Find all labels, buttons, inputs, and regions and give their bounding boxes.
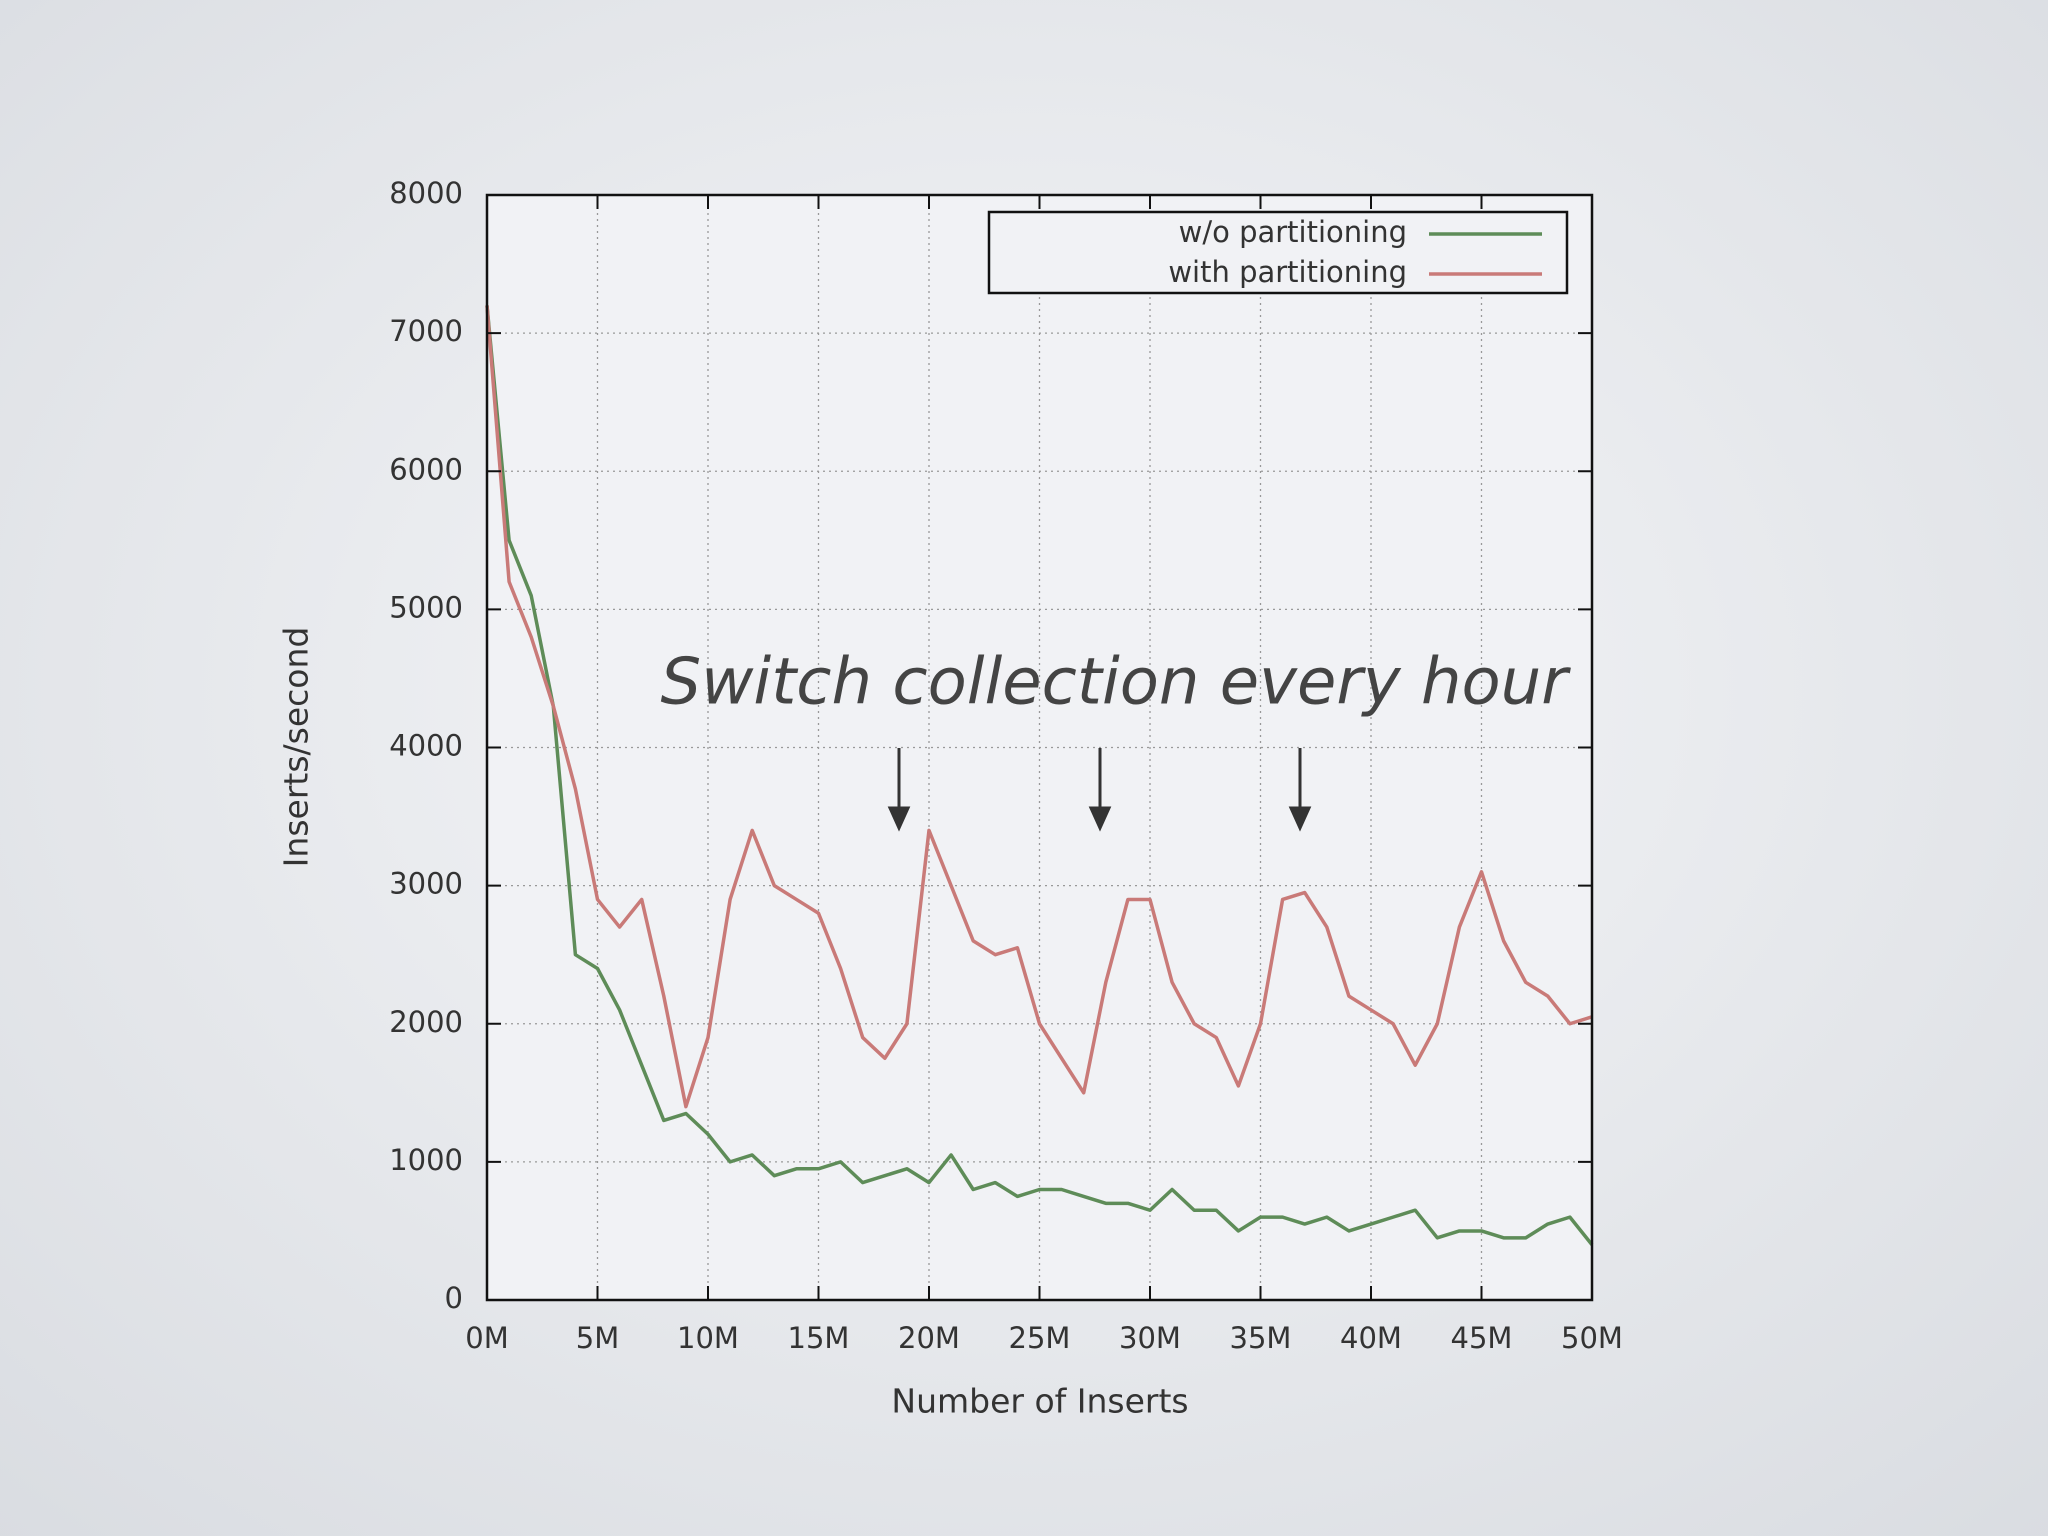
y-tick-label: 1000 (389, 1143, 463, 1177)
annotation: Switch collection every hour (660, 646, 1571, 720)
y-tick-label: 6000 (389, 452, 463, 486)
x-tick-label: 30M (1119, 1321, 1181, 1355)
x-tick-label: 45M (1451, 1321, 1513, 1355)
y-tick-label: 5000 (389, 590, 463, 624)
y-axis-label: Inserts/second (277, 627, 316, 868)
x-tick-label: 20M (898, 1321, 960, 1355)
y-tick-label: 7000 (389, 314, 463, 348)
x-tick-label: 40M (1340, 1321, 1402, 1355)
y-tick-label: 2000 (389, 1005, 463, 1039)
arrow-head (887, 806, 911, 832)
y-tick-label: 0 (445, 1281, 463, 1315)
legend-box (987, 210, 1569, 295)
series-line (485, 305, 1593, 1109)
x-tick-label: 15M (788, 1321, 850, 1355)
arrows (887, 748, 1312, 832)
series-line (485, 305, 1594, 1246)
y-tick-label: 4000 (389, 729, 463, 763)
x-tick-label: 35M (1230, 1321, 1292, 1355)
x-tick-label: 50M (1561, 1321, 1623, 1355)
y-tick-label: 3000 (389, 867, 463, 901)
arrow-head (1288, 806, 1312, 832)
legend-label: w/o partitioning (1179, 215, 1407, 249)
x-axis-label: Number of Inserts (891, 1382, 1188, 1421)
y-tick-label: 8000 (389, 176, 463, 210)
x-tick-label: 0M (465, 1321, 508, 1355)
legend-label: with partitioning (1168, 255, 1407, 289)
x-tick-label: 5M (576, 1321, 619, 1355)
arrow-head (1088, 806, 1112, 832)
x-tick-label: 10M (677, 1321, 739, 1355)
x-tick-label: 25M (1009, 1321, 1071, 1355)
